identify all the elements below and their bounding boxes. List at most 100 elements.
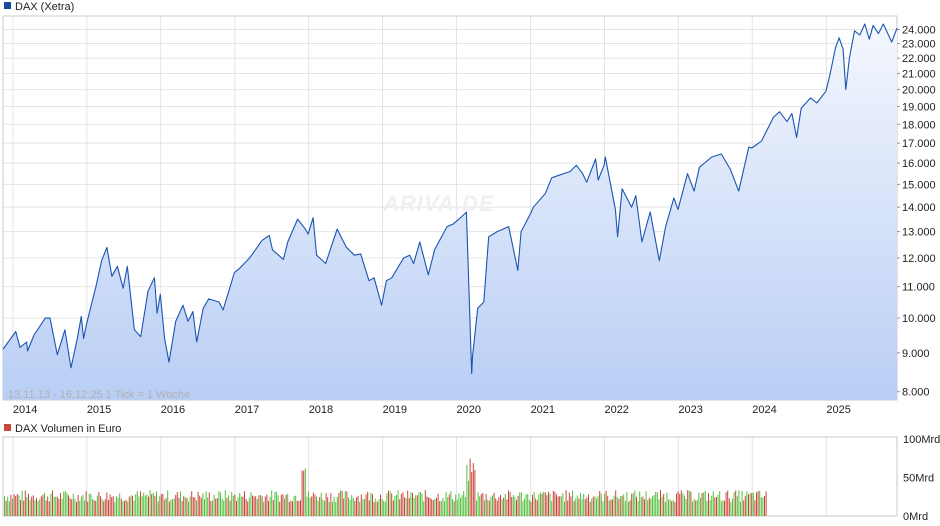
volume-bar [716, 497, 717, 516]
volume-bar [703, 492, 705, 516]
volume-bar [248, 497, 250, 516]
volume-bar [268, 500, 269, 516]
volume-bar [508, 490, 509, 516]
volume-bar [685, 499, 687, 516]
volume-bar [24, 490, 26, 516]
volume-bar [316, 496, 317, 516]
volume-bar [621, 495, 623, 516]
volume-bar [584, 499, 586, 516]
volume-bar [589, 501, 591, 516]
price-y-tick-label: 17.000 [902, 138, 936, 150]
volume-bar [359, 502, 361, 516]
x-tick-label: 2014 [13, 404, 37, 416]
volume-bar [740, 501, 741, 516]
volume-bar [698, 492, 700, 516]
volume-bar [100, 496, 101, 516]
volume-bar [373, 501, 375, 516]
volume-bar [266, 494, 268, 516]
volume-bar [677, 491, 679, 516]
volume-bar [536, 500, 538, 516]
volume-bar [541, 493, 543, 516]
volume-bar [757, 491, 759, 516]
volume-bar [396, 495, 397, 516]
volume-bar [152, 493, 154, 516]
volume-y-tick-label: 100Mrd [903, 434, 940, 446]
volume-bar [599, 491, 601, 516]
price-legend-label: DAX (Xetra) [15, 1, 74, 13]
volume-bar [196, 500, 197, 516]
volume-bar [328, 502, 330, 516]
volume-bar [128, 496, 130, 516]
volume-bar [668, 499, 669, 516]
volume-bar [60, 493, 61, 516]
volume-bar [720, 501, 722, 516]
volume-bar [116, 496, 117, 516]
volume-bar [324, 500, 325, 516]
volume-bar [738, 490, 740, 516]
volume-bar [484, 500, 485, 516]
volume-bar [28, 493, 29, 516]
volume-bar [613, 495, 615, 516]
volume-bar [528, 499, 530, 516]
volume-bar [375, 498, 377, 516]
volume-bar [506, 499, 508, 516]
volume-bar [461, 495, 463, 516]
volume-bar [551, 500, 553, 516]
volume-bar [77, 495, 79, 516]
volume-bar [356, 497, 357, 516]
volume-bar [223, 500, 225, 516]
volume-bar [37, 501, 39, 516]
volume-bar [608, 500, 610, 516]
volume-bar [108, 500, 109, 516]
volume-bar [199, 495, 201, 516]
volume-bar [156, 491, 157, 516]
volume-bar [74, 498, 76, 516]
volume-bar [476, 500, 477, 516]
volume-bar [202, 493, 204, 516]
volume-bar [423, 501, 425, 516]
volume-bar [578, 498, 580, 516]
volume-bar [23, 500, 25, 516]
volume-bar [12, 498, 13, 516]
volume-bar [325, 492, 327, 516]
volume-bar [181, 501, 183, 516]
volume-bar [708, 493, 709, 516]
volume-bar [581, 499, 583, 516]
volume-bar [464, 497, 466, 516]
volume-bar [728, 498, 730, 516]
price-y-tick-label: 24.000 [902, 24, 936, 36]
volume-bar [180, 491, 181, 516]
volume-bar [388, 490, 389, 516]
volume-bar [285, 494, 287, 516]
volume-bar [704, 491, 706, 516]
volume-bar [610, 499, 612, 516]
volume-bar [212, 500, 213, 516]
volume-bar [752, 492, 754, 516]
volume-bar [693, 499, 695, 516]
volume-bar [200, 497, 202, 516]
volume-bar [544, 492, 546, 516]
volume-bar [496, 500, 498, 516]
volume-bar [189, 496, 191, 516]
volume-legend-label: DAX Volumen in Euro [15, 423, 121, 435]
volume-bar [714, 497, 716, 516]
volume-bar [487, 499, 489, 516]
volume-bar [392, 500, 394, 516]
volume-bar [135, 494, 137, 516]
volume-bar [47, 496, 49, 516]
volume-bar [72, 493, 74, 516]
volume-bar [588, 494, 589, 516]
volume-bar [210, 501, 212, 516]
volume-bar [175, 494, 177, 516]
volume-bar [429, 497, 431, 516]
volume-bar [407, 490, 409, 516]
volume-bar [231, 492, 233, 516]
price-y-tick-label: 9.000 [902, 348, 930, 360]
volume-bar [664, 501, 666, 516]
volume-bar [293, 496, 295, 516]
volume-bar [428, 497, 429, 516]
volume-bar [69, 498, 71, 516]
volume-bar [442, 498, 444, 516]
volume-bar [154, 496, 156, 516]
